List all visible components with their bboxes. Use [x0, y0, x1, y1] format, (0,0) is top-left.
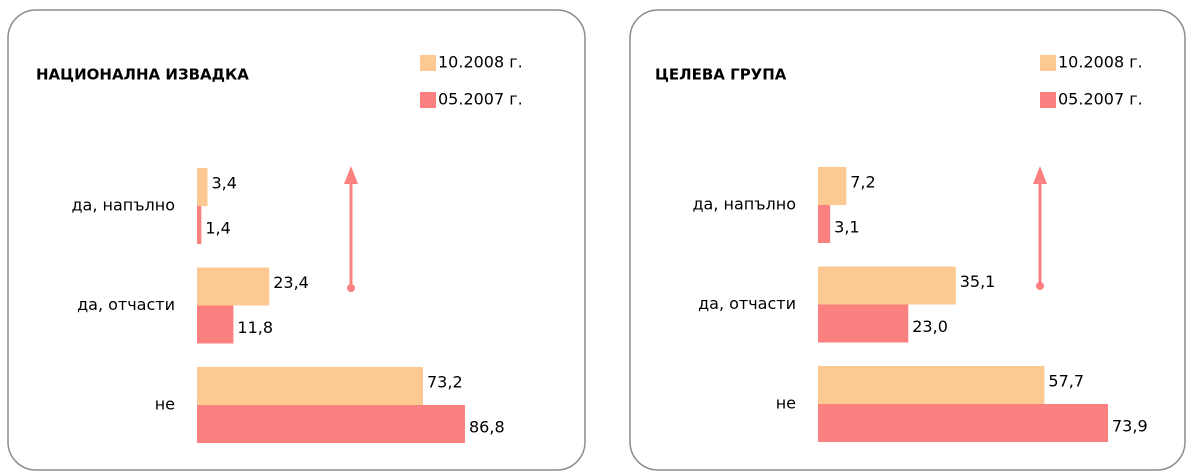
- legend-swatch: [420, 55, 436, 71]
- value-label: 35,1: [960, 272, 996, 291]
- panel: [629, 9, 1186, 471]
- legend-swatch: [1040, 55, 1056, 71]
- legend-label: 10.2008 г.: [438, 53, 523, 72]
- arrow: [344, 166, 358, 292]
- bar: [818, 167, 847, 205]
- value-label: 86,8: [469, 418, 505, 437]
- arrow: [1033, 166, 1047, 290]
- value-label: 7,2: [850, 173, 875, 192]
- legend-label: 05.2007 г.: [1058, 90, 1143, 109]
- bar: [197, 206, 202, 244]
- legend-label: 10.2008 г.: [1058, 53, 1143, 72]
- value-label: 11,8: [237, 318, 273, 337]
- bar: [818, 304, 909, 343]
- category-label: да, напълно: [692, 195, 796, 214]
- value-label: 23,0: [912, 317, 948, 336]
- bar: [197, 305, 234, 344]
- value-label: 73,2: [427, 373, 463, 392]
- bar: [197, 267, 270, 306]
- panel: [7, 9, 586, 471]
- legend-swatch: [420, 92, 436, 108]
- legend-label: 05.2007 г.: [438, 90, 523, 109]
- value-label: 3,1: [834, 218, 859, 237]
- category-label: да, напълно: [71, 196, 175, 215]
- value-label: 3,4: [211, 174, 236, 193]
- bar: [818, 205, 831, 243]
- chart-title: НАЦИОНАЛНА ИЗВАДКА: [36, 66, 249, 84]
- bar: [818, 366, 1045, 404]
- value-label: 57,7: [1048, 372, 1084, 391]
- value-label: 1,4: [205, 219, 230, 238]
- bar: [818, 404, 1108, 442]
- value-label: 23,4: [273, 273, 309, 292]
- chart-title: ЦЕЛЕВА ГРУПА: [655, 66, 787, 84]
- bar: [197, 405, 465, 443]
- category-label: да, отчасти: [77, 295, 175, 314]
- bar: [197, 367, 424, 405]
- value-label: 73,9: [1112, 417, 1148, 436]
- category-label: не: [776, 394, 796, 413]
- bar: [818, 266, 956, 305]
- category-label: не: [155, 395, 175, 414]
- legend-swatch: [1040, 92, 1056, 108]
- category-label: да, отчасти: [698, 294, 796, 313]
- bar: [197, 168, 208, 206]
